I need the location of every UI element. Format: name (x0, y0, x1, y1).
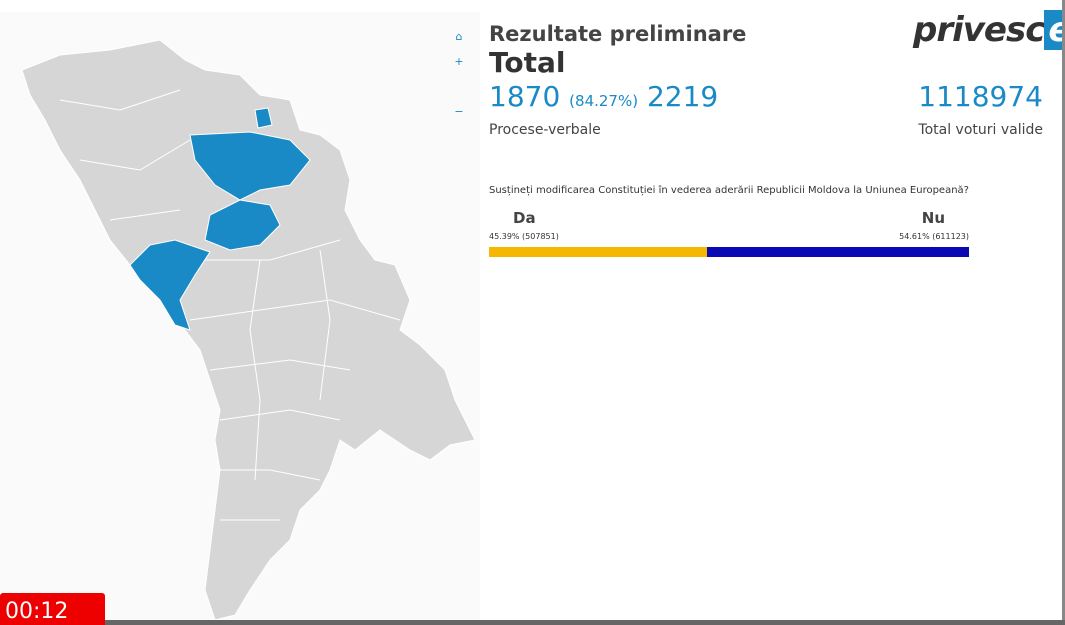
result-bar (489, 247, 969, 257)
map-controls[interactable]: ⌂ + − (454, 30, 464, 118)
counted-line: 1870 (84.27%) 2219 (489, 80, 718, 113)
map (21, 39, 476, 621)
valid-votes-label: Total voturi valide (918, 122, 1043, 138)
title: Total (489, 46, 566, 79)
bar-segment (489, 247, 707, 257)
timer: 00:12 (0, 593, 105, 625)
counted: 1870 (489, 80, 561, 113)
subtitle: Rezultate preliminare (489, 22, 747, 46)
option-label: 54.61% (611123) (899, 232, 969, 241)
option-name: Nu (921, 209, 945, 227)
district-borders (59, 89, 401, 521)
counted-percent: (84.27%) (569, 92, 639, 110)
highlighted-districts (129, 107, 311, 331)
counted-label: Procese-verbale (489, 122, 601, 138)
logo-text: privesc (913, 10, 1045, 50)
bottom-bar (0, 620, 1065, 625)
bar-segment (706, 247, 969, 257)
map-panel: ⌂ + − (0, 12, 480, 622)
valid-votes: 1118974 (918, 80, 1043, 113)
option-name: Da (513, 209, 536, 227)
right-edge (1062, 0, 1065, 625)
question: Susțineți modificarea Constituției în ve… (489, 185, 969, 196)
total: 2219 (646, 80, 719, 113)
country-shape (21, 39, 476, 621)
logo: privesceu (913, 10, 1065, 50)
option-label: 45.39% (507851) (489, 232, 559, 241)
logo-suffix: eu (1044, 10, 1065, 50)
